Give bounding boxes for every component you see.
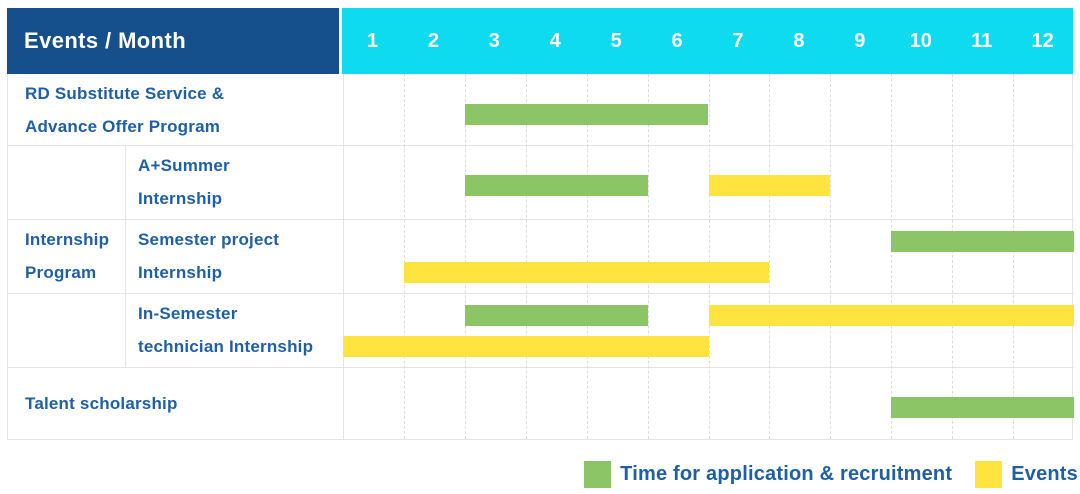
table-body: RD Substitute Service & Advance Offer Pr… <box>7 74 1074 440</box>
month-gridline <box>708 74 710 439</box>
application-recruitment-bar <box>891 231 1074 252</box>
group-label-internship-program: Internship Program <box>25 230 110 282</box>
month-gridline <box>464 74 466 439</box>
month-label: 12 <box>1031 29 1054 52</box>
group-subcolumn-divider <box>125 145 126 367</box>
row-divider <box>8 293 1074 294</box>
month-gridline <box>586 74 588 439</box>
month-label: 3 <box>488 29 500 52</box>
application-recruitment-bar <box>464 104 709 125</box>
month-label: 4 <box>549 29 561 52</box>
month-label: 2 <box>427 29 439 52</box>
application-recruitment-bar <box>464 175 648 196</box>
month-gridline <box>891 74 893 439</box>
month-label: 6 <box>671 29 683 52</box>
month-gridline <box>1013 74 1015 439</box>
row-label-a-plus-summer: A+Summer Internship <box>138 156 230 208</box>
month-label: 5 <box>610 29 622 52</box>
row-divider <box>8 367 1074 368</box>
month-label: 11 <box>971 29 993 52</box>
legend-item-application: Time for application & recruitment <box>584 460 953 488</box>
month-label: 1 <box>366 29 379 52</box>
application-recruitment-bar <box>891 397 1074 418</box>
month-gridline <box>403 74 405 439</box>
month-label: 10 <box>909 29 932 52</box>
green-swatch-icon <box>584 460 612 488</box>
month-gridline <box>525 74 527 439</box>
events-bar <box>708 175 831 196</box>
month-gridline <box>830 74 832 439</box>
events-bar <box>708 305 1074 326</box>
month-gridline <box>769 74 771 439</box>
month-gridline <box>952 74 954 439</box>
label-months-divider <box>343 74 344 439</box>
events-month-table: Events / Month 1 2 3 4 5 6 7 8 9 10 11 12 RD Substi… <box>7 8 1074 440</box>
table-title: Events / Month <box>7 8 339 74</box>
month-gridline <box>647 74 649 439</box>
row-divider <box>8 145 1074 146</box>
legend-label-application: Time for application & recruitment <box>620 462 953 485</box>
events-bar <box>343 336 709 357</box>
row-label-talent-scholarship: Talent scholarship <box>25 394 178 413</box>
row-divider <box>8 219 1074 220</box>
row-label-rd-substitute: RD Substitute Service & Advance Offer Pr… <box>25 83 225 136</box>
legend-item-events: Events <box>975 460 1078 488</box>
month-label: 8 <box>793 29 805 52</box>
month-label: 7 <box>732 29 744 52</box>
application-recruitment-bar <box>464 305 648 326</box>
yellow-swatch-icon <box>975 460 1003 488</box>
month-label: 9 <box>854 29 866 52</box>
row-label-semester-project: Semester project Internship <box>138 230 280 282</box>
row-label-in-semester-technician: In-Semester technician Internship <box>138 304 314 356</box>
legend-label-events: Events <box>1011 462 1078 485</box>
legend: Time for application & recruitment Event… <box>0 458 1078 490</box>
months-header: 1 2 3 4 5 6 7 8 9 10 11 12 <box>342 8 1073 74</box>
events-bar <box>403 262 770 283</box>
